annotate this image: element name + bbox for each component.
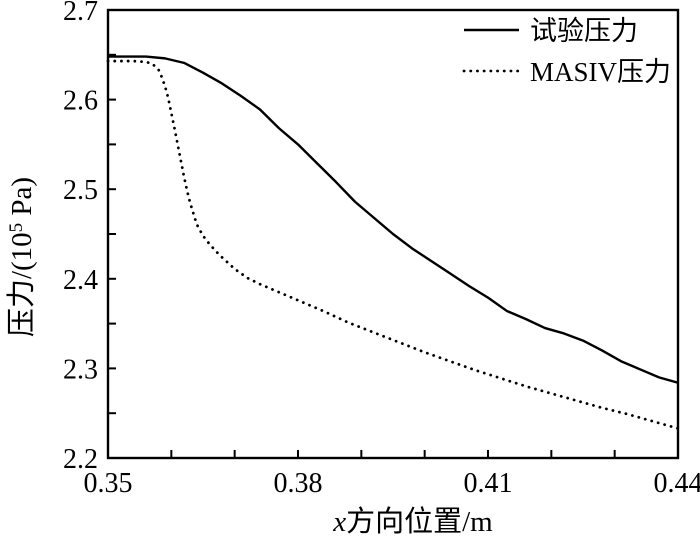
x-tick-label: 0.41 [464, 468, 513, 499]
y-tick-label: 2.4 [63, 265, 98, 296]
legend: 试验压力 MASIV压力 [464, 16, 671, 87]
y-tick-label: 2.6 [63, 86, 98, 117]
x-tick-label: 0.38 [274, 468, 323, 499]
y-tick-label: 2.7 [63, 0, 98, 27]
y-axis-title-superscript: 5 [6, 223, 27, 233]
legend-label-test-pressure: 试验压力 [530, 16, 638, 46]
y-axis-title-prefix: 压力/(10 [5, 232, 38, 337]
x-axis-title: x方向位置/m [332, 505, 493, 538]
y-tick-label: 2.3 [63, 354, 98, 385]
masiv-pressure-curve [108, 61, 678, 428]
y-axis-title: 压力/(105 Pa) [5, 177, 38, 337]
x-axis-title-symbol: x [332, 506, 346, 538]
x-tick-label: 0.44 [654, 468, 700, 499]
x-axis-title-text: 方向位置/m [346, 505, 493, 538]
y-axis-title-suffix: Pa) [6, 177, 38, 223]
y-tick-label: 2.2 [63, 444, 98, 475]
test-pressure-curve [108, 57, 678, 383]
data-series [108, 57, 678, 429]
legend-label-masiv-pressure: MASIV压力 [530, 57, 671, 87]
y-tick-label: 2.5 [63, 175, 98, 206]
